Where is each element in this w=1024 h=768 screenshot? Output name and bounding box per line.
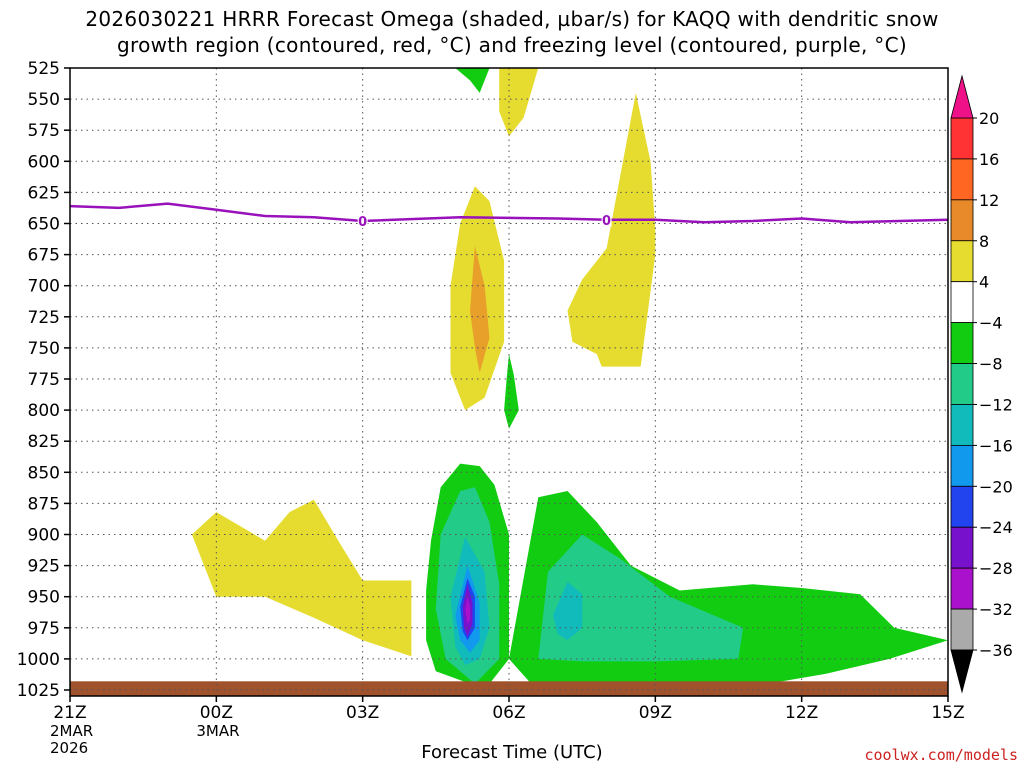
region-sinking-12-right: [552, 581, 583, 641]
colorbar-bin: [950, 404, 974, 446]
plot-area: [70, 68, 948, 696]
colorbar-bin: [950, 485, 974, 528]
credit-text: coolwx.com/models: [864, 746, 1018, 764]
freezing-level-label: 0: [602, 214, 611, 229]
freezing-label-bg: [601, 212, 612, 227]
colorbar-label: 16: [979, 150, 999, 169]
colorbar-bin: [950, 444, 974, 487]
y-tick-label: 975: [28, 619, 60, 639]
x-tick-label: 09Z: [639, 703, 672, 723]
y-tick-label: 875: [28, 494, 60, 514]
colorbar-label: −12: [979, 395, 1013, 414]
y-tick-label: 850: [28, 463, 60, 483]
colorbar-bin: [950, 322, 974, 364]
region-rising-upper-right: [567, 92, 656, 367]
y-tick-label: 825: [28, 432, 60, 452]
colorbar-bin: [950, 240, 974, 283]
chart-title: 2026030221 HRRR Forecast Omega (shaded, …: [0, 6, 1024, 58]
y-axis: 525 550 575 600 625 650 675 700 725 750 775 800 825 8…: [17, 59, 70, 701]
x-tick-label: 21Z: [53, 703, 86, 723]
y-tick-label: 650: [28, 215, 60, 235]
y-tick-label: 600: [28, 152, 60, 172]
freezing-level: [70, 202, 948, 224]
colorbar-bin: [950, 199, 974, 242]
colorbar-bottom-arrow: [950, 649, 974, 694]
x-tick-label: 06Z: [492, 703, 525, 723]
colorbar-label: −8: [979, 355, 1003, 374]
chart-title-line2: growth region (contoured, red, °C) and f…: [117, 33, 907, 57]
x-tick-label: 03Z: [346, 703, 379, 723]
x-tick-label: 15Z: [931, 703, 964, 723]
colorbar-bin: [950, 526, 974, 569]
colorbar-label: −32: [979, 600, 1013, 619]
y-tick-label: 675: [28, 246, 60, 266]
colorbar-bin: [950, 117, 974, 160]
x-tick-date: 2MAR: [50, 722, 93, 740]
y-tick-label: 625: [28, 183, 60, 203]
y-tick-label: 1025: [17, 681, 60, 701]
y-tick-label: 950: [28, 588, 60, 608]
x-tick-label: 00Z: [200, 703, 233, 723]
freezing-label-bg: [357, 214, 368, 229]
colorbar-label: −20: [979, 477, 1013, 496]
colorbar-bin: [950, 608, 974, 651]
colorbar-label: 20: [979, 109, 999, 128]
colorbar-bin: [950, 363, 974, 405]
y-tick-label: 575: [28, 121, 60, 141]
region-sinking-thin: [504, 354, 519, 429]
ground-band: [70, 681, 948, 696]
x-axis-label: Forecast Time (UTC): [421, 742, 603, 763]
y-tick-label: 1000: [17, 650, 60, 670]
grid: [70, 68, 948, 696]
colorbar-label: −4: [979, 314, 1003, 333]
colorbar-label: 4: [979, 273, 989, 292]
colorbar-label: −16: [979, 436, 1013, 455]
colorbar-label: −24: [979, 518, 1013, 537]
colorbar: 20 16 12 8 4 −4 −8 −12 −16 −20 −24 −28 −32 −36: [950, 74, 1013, 694]
colorbar-label: 8: [979, 232, 989, 251]
y-tick-label: 775: [28, 370, 60, 390]
x-tick-year: 2026: [50, 739, 88, 757]
colorbar-top-arrow: [950, 74, 974, 119]
y-tick-label: 525: [28, 59, 60, 79]
colorbar-bin: [950, 158, 974, 201]
y-tick-label: 550: [28, 90, 60, 110]
region-rising-core-8: [470, 245, 490, 373]
omega-shading: [70, 68, 948, 696]
y-tick-label: 900: [28, 526, 60, 546]
chart-title-line1: 2026030221 HRRR Forecast Omega (shaded, …: [85, 7, 939, 31]
region-sinking-28: [465, 596, 470, 625]
x-tick-label: 12Z: [785, 703, 818, 723]
freezing-level-line: [70, 202, 948, 224]
colorbar-bin: [950, 567, 974, 610]
colorbar-label: 12: [979, 191, 999, 210]
y-tick-label: 750: [28, 339, 60, 359]
freezing-level-label: 0: [358, 215, 367, 230]
y-tick-label: 700: [28, 277, 60, 297]
y-tick-label: 725: [28, 308, 60, 328]
y-tick-label: 800: [28, 401, 60, 421]
region-sinking-8-right: [538, 534, 744, 662]
region-rising-top: [499, 68, 539, 137]
y-tick-label: 925: [28, 557, 60, 577]
x-tick-date: 3MAR: [196, 722, 239, 740]
colorbar-label: −28: [979, 559, 1013, 578]
region-sinking-top: [455, 68, 490, 93]
colorbar-bin: [950, 281, 974, 324]
region-rising-lower-left: [191, 499, 412, 657]
colorbar-label: −36: [979, 641, 1013, 660]
